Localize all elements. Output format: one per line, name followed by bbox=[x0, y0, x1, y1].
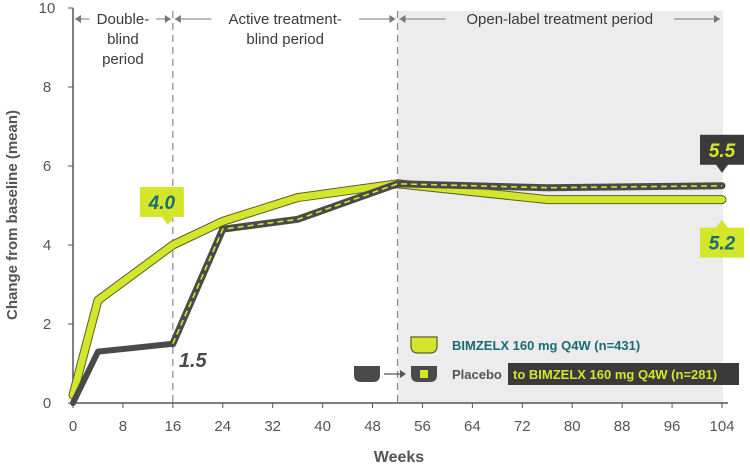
period-label-line: blind period bbox=[246, 31, 324, 48]
legend-label-placebo: Placebo bbox=[452, 367, 502, 382]
annotation-box bbox=[139, 187, 184, 225]
legend-arrowhead bbox=[400, 370, 406, 378]
period-label-line: Open-label treatment period bbox=[466, 11, 653, 28]
x-axis-label: Weeks bbox=[374, 449, 425, 466]
x-tick-label: 24 bbox=[214, 418, 231, 435]
annotation-label: 5.2 bbox=[709, 234, 736, 255]
x-tick-label: 64 bbox=[464, 418, 481, 435]
legend-swatch-bimzelx bbox=[410, 336, 438, 354]
legend-label-bimzelx: BIMZELX 160 mg Q4W (n=431) bbox=[452, 338, 640, 353]
period-arrowhead-right bbox=[164, 15, 171, 23]
x-tick-label: 80 bbox=[564, 418, 581, 435]
bimzelx-series-line bbox=[69, 180, 726, 399]
x-tick-label: 96 bbox=[664, 418, 681, 435]
annotation-label: 1.5 bbox=[179, 350, 208, 372]
period-arrowhead-right bbox=[714, 15, 720, 23]
y-tick-label: 2 bbox=[43, 316, 51, 333]
annotation-box bbox=[700, 134, 744, 173]
placebo-series-line bbox=[70, 340, 176, 406]
x-tick-label: 0 bbox=[69, 418, 77, 435]
period-label-line: blind bbox=[107, 31, 139, 48]
period-shading bbox=[397, 11, 723, 403]
x-tick-label: 40 bbox=[314, 418, 331, 435]
period-arrowhead-left bbox=[75, 15, 81, 23]
annotation-label: 5.5 bbox=[709, 141, 736, 162]
x-tick-label: 56 bbox=[414, 418, 431, 435]
x-tick-label: 72 bbox=[514, 418, 531, 435]
annotation-label: 4.0 bbox=[148, 193, 176, 214]
y-tick-label: 10 bbox=[39, 0, 56, 17]
x-tick-label: 104 bbox=[709, 418, 734, 435]
open-label-shaded-region bbox=[397, 11, 723, 403]
x-tick-label: 48 bbox=[364, 418, 381, 435]
legend-label-switch: to BIMZELX 160 mg Q4W (n=281) bbox=[513, 367, 717, 382]
x-tick-label: 16 bbox=[165, 418, 182, 435]
period-label-line: Active treatment- bbox=[228, 11, 341, 28]
y-tick-label: 8 bbox=[43, 79, 51, 96]
placebo-switch-series-dash bbox=[172, 182, 723, 345]
legend-swatch-placebo bbox=[354, 366, 380, 382]
legend-highlight-box bbox=[508, 363, 739, 385]
period-label-line: period bbox=[102, 51, 144, 68]
x-tick-label: 32 bbox=[264, 418, 281, 435]
y-tick-label: 6 bbox=[43, 158, 51, 175]
y-tick-label: 0 bbox=[43, 395, 51, 412]
series bbox=[68, 179, 727, 406]
period-arrowhead-left bbox=[399, 15, 406, 23]
y-axis-label: Change from baseline (mean) bbox=[4, 110, 21, 320]
annotations: 4.0 1.5 5.5 5.2 bbox=[139, 134, 744, 372]
axes: Change from baseline (mean) Weeks 0 8 16 24… bbox=[4, 0, 735, 466]
period-arrowhead-left bbox=[174, 15, 181, 23]
period-arrowhead-right bbox=[389, 15, 396, 23]
y-tick-label: 4 bbox=[43, 237, 51, 254]
x-tick-label: 88 bbox=[614, 418, 631, 435]
legend: BIMZELX 160 mg Q4W (n=431) Placebo to BIMZ… bbox=[354, 336, 739, 385]
period-label-line: Double- bbox=[97, 11, 150, 28]
annotation-box bbox=[700, 219, 744, 258]
x-tick-label: 8 bbox=[119, 418, 127, 435]
legend-swatch-switch-marker bbox=[420, 370, 428, 378]
